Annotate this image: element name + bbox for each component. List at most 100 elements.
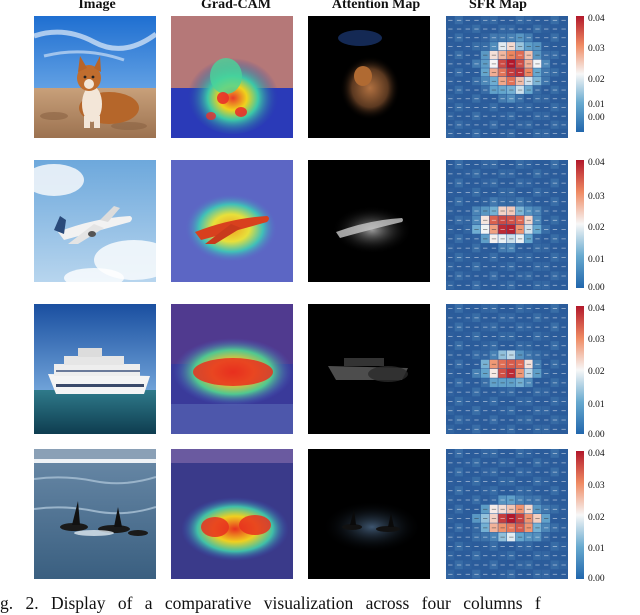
sfr-cell-value-mark xyxy=(491,238,497,240)
sfr-cell-value-mark xyxy=(517,453,523,454)
sfr-cell-value-mark xyxy=(500,453,505,454)
sfr-cell-value-mark xyxy=(456,573,462,575)
sfr-cell-value-mark xyxy=(500,490,505,492)
sfr-cell-value-mark xyxy=(517,98,523,100)
sfr-cell-value-mark xyxy=(456,555,462,557)
sfr-cell-value-mark xyxy=(544,573,549,575)
sfr-cell-value-mark xyxy=(517,419,523,421)
sfr-cell-value-mark xyxy=(456,229,462,230)
sfr-cell-value-mark xyxy=(535,527,540,529)
sfr-cell-value-mark xyxy=(509,471,514,473)
sfr-cell-value-mark xyxy=(552,219,558,221)
sfr-cell-value-mark xyxy=(448,527,453,529)
sfr-cell-value-mark xyxy=(500,37,505,39)
sfr-cell-value-mark xyxy=(535,219,540,221)
sfr-cell-value-mark xyxy=(483,115,488,117)
sfr-cell-value-mark xyxy=(491,266,497,268)
sfr-cell-value-mark xyxy=(474,555,479,557)
sfr-cell-value-mark xyxy=(535,266,540,268)
sfr-cell-value-mark xyxy=(474,373,479,374)
sfr-cell-value-mark xyxy=(483,210,488,212)
sfr-cell-value-mark xyxy=(456,124,462,126)
sfr-cell-value-mark xyxy=(509,527,514,529)
sfr-cell-value-mark xyxy=(526,401,531,402)
sfr-cell-value-mark xyxy=(561,536,566,538)
sfr-cell-value-mark xyxy=(517,317,523,319)
sfr-cell-value-mark xyxy=(535,238,540,240)
sfr-cell-value-mark xyxy=(465,275,470,277)
sfr-cell-value-mark xyxy=(483,546,488,547)
sfr-cell-value-mark xyxy=(517,219,523,221)
sfr-cell-value-mark xyxy=(456,247,462,249)
sfr-cell-value-mark xyxy=(552,471,558,473)
sfr-cell-value-mark xyxy=(465,518,470,519)
sfr-cell-value-mark xyxy=(474,54,479,56)
sfr-cell-value-mark xyxy=(491,229,497,230)
sfr-cell-value-mark xyxy=(483,19,488,21)
sfr-cell-value-mark xyxy=(544,336,549,337)
sfr-cell-value-mark xyxy=(517,247,523,249)
sfr-cell-value-mark xyxy=(448,28,453,30)
sfr-cell-value-mark xyxy=(535,28,540,30)
sfr-cell-value-mark xyxy=(474,63,479,65)
sfr-cell-value-mark xyxy=(544,247,549,249)
sfr-cell-value-mark xyxy=(483,238,488,240)
sfr-cell-value-mark xyxy=(535,573,540,575)
sfr-cell-value-mark xyxy=(448,201,453,203)
sfr-cell-value-mark xyxy=(535,284,540,286)
sfr-cell-value-mark xyxy=(465,19,470,21)
sfr-cell-value-mark xyxy=(474,453,479,454)
sfr-cell-value-mark xyxy=(474,419,479,421)
sfr-cell-value-mark xyxy=(517,210,523,212)
sfr-cell-value-mark xyxy=(535,518,540,519)
sfr-cell-value-mark xyxy=(483,308,488,309)
sfr-cell-value-mark xyxy=(517,46,523,47)
sfr-cell-value-mark xyxy=(552,564,558,566)
sfr-cell-value-mark xyxy=(483,173,488,175)
sfr-cell-value-mark xyxy=(552,453,558,454)
sfr-cell-value-mark xyxy=(500,133,505,135)
sfr-cell-value-mark xyxy=(483,326,488,328)
colorbar-tick: 0.04 xyxy=(588,449,605,459)
sfr-cell-value-mark xyxy=(448,354,453,356)
sfr-cell-value-mark xyxy=(465,182,470,184)
sfr-cell-value-mark xyxy=(552,481,558,482)
sfr-cell-value-mark xyxy=(517,238,523,240)
sfr-cell-value-mark xyxy=(509,536,514,538)
sfr-cell-value-mark xyxy=(491,536,497,538)
sfr-cell-value-mark xyxy=(448,499,453,501)
sfr-cell-value-mark xyxy=(491,326,497,328)
sfr-cell-value-mark xyxy=(535,37,540,39)
sfr-cell-value-mark xyxy=(456,527,462,529)
sfr-cell-value-mark xyxy=(465,536,470,538)
sfr-cell-value-mark xyxy=(456,326,462,328)
sfr-cell-value-mark xyxy=(561,229,566,230)
sfr-cell-value-mark xyxy=(544,54,549,56)
sfr-cell-value-mark xyxy=(526,308,531,309)
sfr-cell-value-mark xyxy=(456,419,462,421)
sfr-cell-value-mark xyxy=(456,499,462,501)
sfr-cell-value-mark xyxy=(491,115,497,117)
row-airplane-colorbar xyxy=(576,160,584,288)
sfr-cell-value-mark xyxy=(517,401,523,402)
sfr-cell-value-mark xyxy=(509,28,514,30)
sfr-cell-value-mark xyxy=(509,173,514,175)
sfr-cell-value-mark xyxy=(491,490,497,492)
sfr-cell-value-mark xyxy=(491,419,497,421)
sfr-cell-value-mark xyxy=(509,555,514,557)
sfr-cell-value-mark xyxy=(491,317,497,319)
sfr-cell-value-mark xyxy=(500,124,505,126)
sfr-cell-value-mark xyxy=(544,373,549,374)
sfr-cell-value-mark xyxy=(456,72,462,74)
sfr-cell-value-mark xyxy=(448,133,453,135)
sfr-cell-value-mark xyxy=(509,401,514,402)
sfr-cell-value-mark xyxy=(561,373,566,374)
sfr-cell-value-mark xyxy=(448,481,453,482)
sfr-cell-value-mark xyxy=(474,573,479,575)
row-orcas-colorbar xyxy=(576,451,584,579)
sfr-cell-value-mark xyxy=(491,275,497,277)
sfr-cell-value-mark xyxy=(552,508,558,510)
sfr-cell-value-mark xyxy=(491,518,497,519)
sfr-cell-value-mark xyxy=(535,115,540,117)
sfr-cell-value-mark xyxy=(517,527,523,529)
